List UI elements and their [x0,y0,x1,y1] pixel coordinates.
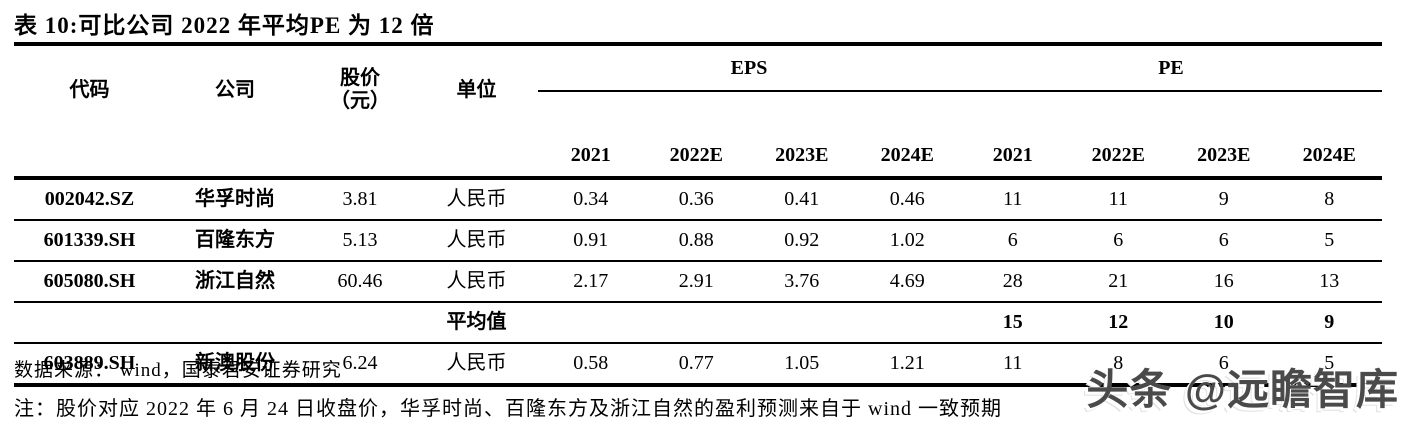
header-pe-2024e: 2024E [1302,143,1356,166]
cell-unit: 人民币 [415,180,538,221]
cell-company: 百隆东方 [165,221,305,262]
cell-pe-2024e: 13 [1276,262,1382,303]
cell-pe-2023e: 9 [1171,180,1277,221]
cell-pe-2022e: 12 [1065,303,1171,344]
cell-eps-2024e: 1.02 [854,221,960,262]
data-source-note: 数据来源： wind，国泰君安证券研究 [14,360,342,381]
cell-code [14,303,165,344]
cell-unit: 人民币 [446,352,507,374]
cell-pe-2023e: 6 [1218,352,1229,374]
cell-eps-2023e: 3.76 [749,262,855,303]
header-price-line2: （元） [330,90,390,112]
cell-pe-2024e: 9 [1276,303,1382,344]
cell-eps-2021: 0.34 [538,180,644,221]
cell-eps-2022e: 0.77 [678,352,714,374]
cell-price [305,303,415,344]
cell-eps-2022e: 2.91 [643,262,749,303]
cell-eps-2022e [643,303,749,344]
table-title: 表 10:可比公司 2022 年平均PE 为 12 倍 [14,13,435,38]
cell-eps-2023e [749,303,855,344]
cell-pe-2021: 15 [960,303,1066,344]
cell-eps-2023e: 0.41 [749,180,855,221]
cell-pe-2021: 11 [1003,352,1023,374]
cell-eps-2022e: 0.36 [643,180,749,221]
header-pe-2022e: 2022E [1091,143,1145,166]
cell-pe-2021: 6 [960,221,1066,262]
header-eps-2022e: 2022E [669,143,723,166]
table-header: 代码 公司 股价 （元） 单位 EPS PE 2021 2022E 2023E … [14,46,1382,180]
header-group-eps: EPS [538,46,960,92]
cell-company: 新澳股份 [195,352,275,374]
cell-unit-average-label: 平均值 [415,303,538,344]
header-eps-2023e: 2023E [775,143,829,166]
cell-pe-2024e: 5 [1276,221,1382,262]
cell-company: 浙江自然 [165,262,305,303]
cell-eps-2023e: 1.05 [784,352,820,374]
header-eps-2024e: 2024E [880,143,934,166]
header-price-line1: 股价 [340,67,380,89]
footnote: 注：股价对应 2022 年 6 月 24 日收盘价，华孚时尚、百隆东方及浙江自然… [14,398,1002,420]
header-pe-2023e: 2023E [1197,143,1251,166]
header-company: 公司 [215,78,255,101]
cell-pe-2024e: 8 [1276,180,1382,221]
comparable-companies-table: 代码 公司 股价 （元） 单位 EPS PE 2021 2022E 2023E … [14,42,1382,387]
cell-eps-2021 [538,303,644,344]
cell-eps-2023e: 0.92 [749,221,855,262]
cell-price: 60.46 [305,262,415,303]
cell-pe-2022e: 11 [1065,180,1171,221]
cell-code: 002042.SZ [14,180,165,221]
cell-price: 3.81 [305,180,415,221]
cell-company: 华孚时尚 [165,180,305,221]
cell-pe-2022e: 21 [1065,262,1171,303]
cell-eps-2021: 0.91 [538,221,644,262]
cell-pe-2021: 11 [960,180,1066,221]
cell-pe-2022e: 6 [1065,221,1171,262]
header-price: 股价 （元） [305,46,415,134]
cell-code: 605080.SH [14,262,165,303]
cell-code: 603889.SH [43,352,136,374]
cell-eps-2024e [854,303,960,344]
cell-eps-2024e: 0.46 [854,180,960,221]
cell-eps-2021: 2.17 [538,262,644,303]
cell-unit: 人民币 [415,262,538,303]
header-eps-2021: 2021 [570,143,611,166]
cell-eps-2022e: 0.88 [643,221,749,262]
cell-eps-2024e: 4.69 [854,262,960,303]
cell-pe-2024e: 5 [1324,352,1335,374]
cell-pe-2021: 28 [960,262,1066,303]
cell-pe-2022e: 8 [1113,352,1124,374]
cell-pe-2023e: 6 [1171,221,1277,262]
watermark: 头条 @远瞻智库 [1086,366,1399,413]
cell-eps-2021: 0.58 [573,352,609,374]
cell-price: 5.13 [305,221,415,262]
header-code: 代码 [69,78,110,101]
header-group-pe: PE [960,46,1382,92]
header-pe-2021: 2021 [992,143,1033,166]
cell-pe-2023e: 10 [1171,303,1277,344]
cell-price: 6.24 [342,352,378,374]
cell-pe-2023e: 16 [1171,262,1277,303]
cell-unit: 人民币 [415,221,538,262]
cell-company [165,303,305,344]
table-body: 002042.SZ 华孚时尚 3.81 人民币 0.34 0.36 0.41 0… [14,180,1382,383]
cell-eps-2024e: 1.21 [889,352,925,374]
header-unit: 单位 [456,78,497,101]
cell-code: 601339.SH [14,221,165,262]
